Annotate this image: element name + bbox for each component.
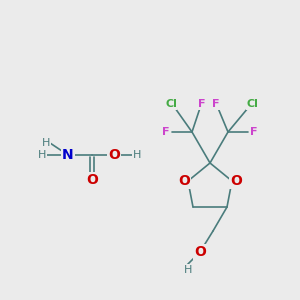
Text: Cl: Cl bbox=[246, 99, 258, 109]
Text: F: F bbox=[250, 127, 258, 137]
Text: O: O bbox=[108, 148, 120, 162]
Text: Cl: Cl bbox=[165, 99, 177, 109]
Text: O: O bbox=[230, 174, 242, 188]
Text: H: H bbox=[42, 138, 50, 148]
Text: H: H bbox=[38, 150, 46, 160]
Text: F: F bbox=[198, 99, 206, 109]
Text: O: O bbox=[178, 174, 190, 188]
Text: F: F bbox=[162, 127, 170, 137]
Text: O: O bbox=[194, 245, 206, 259]
Text: F: F bbox=[212, 99, 220, 109]
Text: H: H bbox=[133, 150, 141, 160]
Text: O: O bbox=[86, 173, 98, 187]
Text: N: N bbox=[62, 148, 74, 162]
Text: H: H bbox=[184, 265, 192, 275]
